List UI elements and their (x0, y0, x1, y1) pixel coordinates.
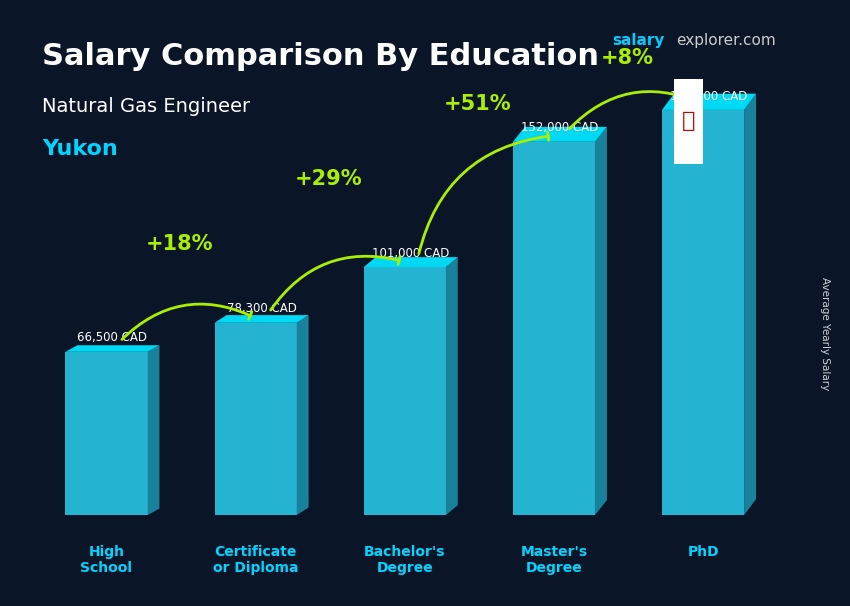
Text: High
School: High School (81, 545, 133, 574)
Text: +29%: +29% (295, 169, 363, 189)
Text: salary: salary (612, 33, 665, 48)
Polygon shape (297, 315, 309, 515)
Text: Master's
Degree: Master's Degree (520, 545, 587, 574)
Polygon shape (445, 257, 458, 515)
Text: +8%: +8% (601, 48, 654, 68)
Polygon shape (148, 345, 160, 515)
Text: Bachelor's
Degree: Bachelor's Degree (364, 545, 445, 574)
Text: PhD: PhD (688, 545, 719, 559)
Text: 101,000 CAD: 101,000 CAD (372, 247, 450, 260)
Polygon shape (214, 315, 309, 323)
Text: 66,500 CAD: 66,500 CAD (77, 331, 147, 344)
Text: 78,300 CAD: 78,300 CAD (227, 302, 297, 316)
Polygon shape (513, 142, 595, 515)
Text: Salary Comparison By Education: Salary Comparison By Education (42, 42, 599, 72)
Text: explorer.com: explorer.com (676, 33, 775, 48)
Polygon shape (595, 127, 607, 515)
Polygon shape (364, 267, 445, 515)
Polygon shape (364, 257, 458, 267)
Text: 152,000 CAD: 152,000 CAD (521, 121, 598, 135)
Polygon shape (662, 94, 756, 110)
Polygon shape (674, 79, 703, 164)
Text: Natural Gas Engineer: Natural Gas Engineer (42, 97, 251, 116)
Text: 165,000 CAD: 165,000 CAD (671, 90, 748, 102)
Text: 🍁: 🍁 (682, 111, 695, 132)
Polygon shape (65, 345, 160, 351)
Polygon shape (744, 94, 756, 515)
Polygon shape (513, 127, 607, 142)
Polygon shape (214, 323, 297, 515)
Text: +18%: +18% (146, 235, 213, 255)
Text: +51%: +51% (444, 95, 512, 115)
Polygon shape (65, 351, 148, 515)
Polygon shape (662, 110, 744, 515)
Text: Yukon: Yukon (42, 139, 118, 159)
Text: Average Yearly Salary: Average Yearly Salary (819, 277, 830, 390)
Text: Certificate
or Diploma: Certificate or Diploma (212, 545, 298, 574)
